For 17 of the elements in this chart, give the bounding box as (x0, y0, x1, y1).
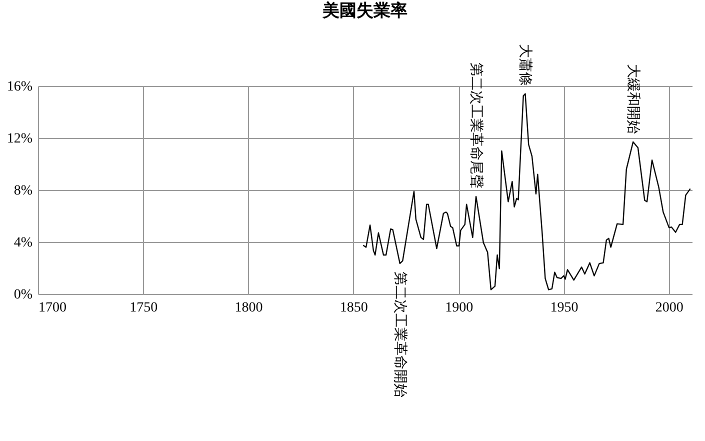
x-tick-label: 1850 (340, 300, 368, 316)
annotation: 第二次工業革命尾聲 (468, 62, 484, 188)
y-tick-label: 16% (6, 80, 33, 94)
x-tick-label: 1700 (38, 300, 66, 316)
annotation: 大蕭條 (517, 44, 534, 86)
y-tick-label: 12% (6, 132, 33, 146)
x-tick-label: 1750 (130, 300, 158, 316)
x-tick-label: 2000 (655, 300, 684, 316)
x-tick-label: 1900 (445, 300, 474, 316)
annotation: 大緩和開始 (625, 64, 642, 134)
x-tick-label: 1950 (550, 300, 578, 316)
annotation: 第二次工業革命開始 (392, 271, 408, 398)
y-tick-label: 8% (14, 184, 33, 198)
chart-title: 美國失業率 (322, 0, 408, 20)
y-tick-label: 4% (14, 236, 33, 250)
x-tick-label: 1800 (234, 300, 263, 316)
y-tick-label: 0% (14, 288, 33, 302)
